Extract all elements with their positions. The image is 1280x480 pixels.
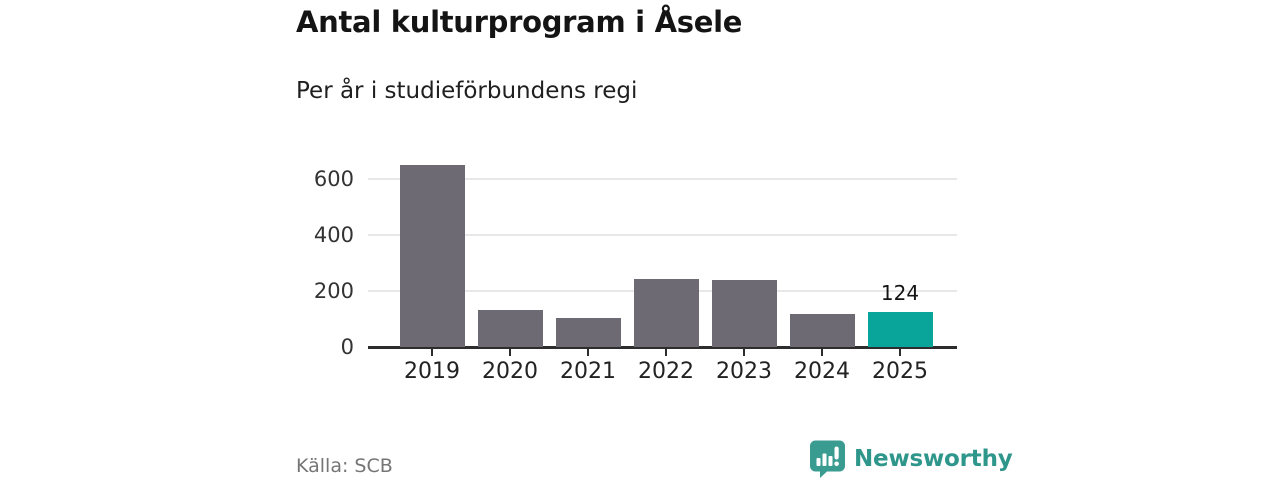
x-axis-label-2021: 2021 bbox=[560, 359, 616, 384]
x-axis-label-2020: 2020 bbox=[482, 359, 538, 384]
x-axis-label-2022: 2022 bbox=[638, 359, 694, 384]
value-label-2025: 124 bbox=[880, 281, 920, 306]
bar-2024 bbox=[789, 313, 855, 347]
x-axis-tick-2025 bbox=[899, 348, 901, 356]
newsworthy-logo-icon bbox=[809, 440, 846, 478]
x-axis-tick-2020 bbox=[509, 348, 511, 356]
x-axis-label-2019: 2019 bbox=[404, 359, 460, 384]
x-axis-tick-2022 bbox=[665, 348, 667, 356]
bar-2022 bbox=[633, 279, 699, 347]
y-axis-tick-label-0: 0 bbox=[340, 335, 354, 359]
x-axis-tick-2019 bbox=[431, 348, 433, 356]
bar-2023 bbox=[711, 280, 777, 347]
x-axis-label-2023: 2023 bbox=[716, 359, 772, 384]
x-axis-tick-2024 bbox=[821, 348, 823, 356]
brand-name: Newsworthy bbox=[854, 446, 1013, 472]
y-axis-tick-label-600: 600 bbox=[313, 167, 354, 191]
source-note: Källa: SCB bbox=[296, 455, 393, 477]
y-axis-tick-label-400: 400 bbox=[313, 223, 354, 247]
plot-area: 0 200 400 600 2019 2020 2021 2022 2023 2024 2025 12… bbox=[314, 151, 957, 384]
brand-footer: Newsworthy bbox=[809, 440, 1013, 478]
x-axis-line bbox=[368, 346, 957, 349]
bar-2020 bbox=[477, 309, 543, 347]
chart-subtitle: Per år i studieförbundens regi bbox=[296, 78, 638, 104]
x-axis-tick-2023 bbox=[743, 348, 745, 356]
y-axis-tick-label-200: 200 bbox=[313, 279, 354, 303]
bar-2025 bbox=[867, 312, 933, 347]
chart-title: Antal kulturprogram i Åsele bbox=[296, 5, 743, 39]
bar-2021 bbox=[555, 317, 621, 347]
gridline-400 bbox=[368, 234, 957, 236]
x-axis-label-2025: 2025 bbox=[872, 359, 928, 384]
gridline-600 bbox=[368, 178, 957, 180]
x-axis-label-2024: 2024 bbox=[794, 359, 850, 384]
bar-2019 bbox=[399, 165, 465, 347]
x-axis-tick-2021 bbox=[587, 348, 589, 356]
